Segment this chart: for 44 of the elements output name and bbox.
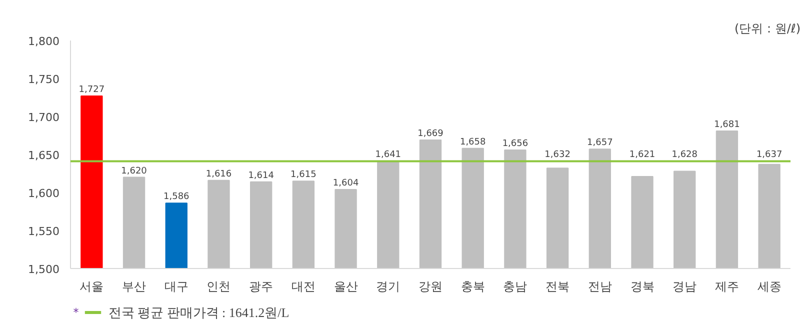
x-tick-label: 제주: [714, 280, 739, 294]
x-tick-label: 인천: [206, 280, 231, 294]
y-tick-label: 1,700: [28, 111, 60, 124]
x-tick-label: 대구: [164, 280, 188, 294]
y-tick-label: 1,500: [28, 263, 60, 276]
y-tick-label: 1,750: [28, 73, 60, 86]
data-label: 1,621: [629, 150, 656, 160]
data-label: 1,616: [206, 169, 232, 180]
x-tick-label: 부산: [122, 280, 146, 294]
text: *: [73, 306, 80, 319]
x-tick-label: 광주: [249, 280, 274, 294]
data-label: 1,727: [78, 84, 105, 95]
x-tick-label: 강원: [418, 280, 442, 294]
data-label: 1,681: [714, 120, 740, 130]
y-tick-label: 1,550: [28, 225, 60, 238]
x-tick-label: 충북: [460, 280, 485, 294]
data-label: 1,641: [375, 150, 402, 160]
x-tick-label: 경북: [630, 280, 654, 294]
data-label: 1,632: [544, 150, 570, 160]
y-tick-label: 1,800: [28, 35, 60, 48]
legend-label: 전국 평균 판매가격 : 1641.2원/L: [108, 305, 290, 320]
y-tick-label: 1,600: [28, 187, 60, 200]
data-label: 1,615: [290, 170, 316, 180]
x-tick-label: 세종: [757, 280, 782, 294]
data-label: 1,669: [418, 129, 444, 140]
data-label: 1,604: [332, 178, 359, 188]
data-label: 1,628: [672, 150, 698, 160]
data-label: 1,657: [587, 138, 613, 148]
data-label: 1,656: [502, 138, 528, 149]
x-tick-label: 전북: [546, 280, 570, 294]
x-tick-label: 울산: [334, 280, 358, 294]
x-tick-label: 대전: [291, 280, 316, 294]
data-label: 1,586: [164, 192, 190, 202]
data-label: 1,658: [460, 137, 486, 148]
data-label: 1,620: [121, 166, 148, 176]
x-tick-label: 충남: [503, 280, 528, 294]
x-tick-label: 경기: [376, 280, 400, 294]
x-tick-label: 전남: [588, 280, 612, 294]
x-tick-label: 서울: [80, 280, 104, 294]
data-label: 1,637: [756, 150, 782, 160]
data-label: 1,614: [248, 170, 274, 181]
text: (단위 : 원/ℓ): [734, 22, 800, 36]
x-tick-label: 경남: [672, 280, 697, 294]
y-tick-label: 1,650: [28, 149, 60, 162]
